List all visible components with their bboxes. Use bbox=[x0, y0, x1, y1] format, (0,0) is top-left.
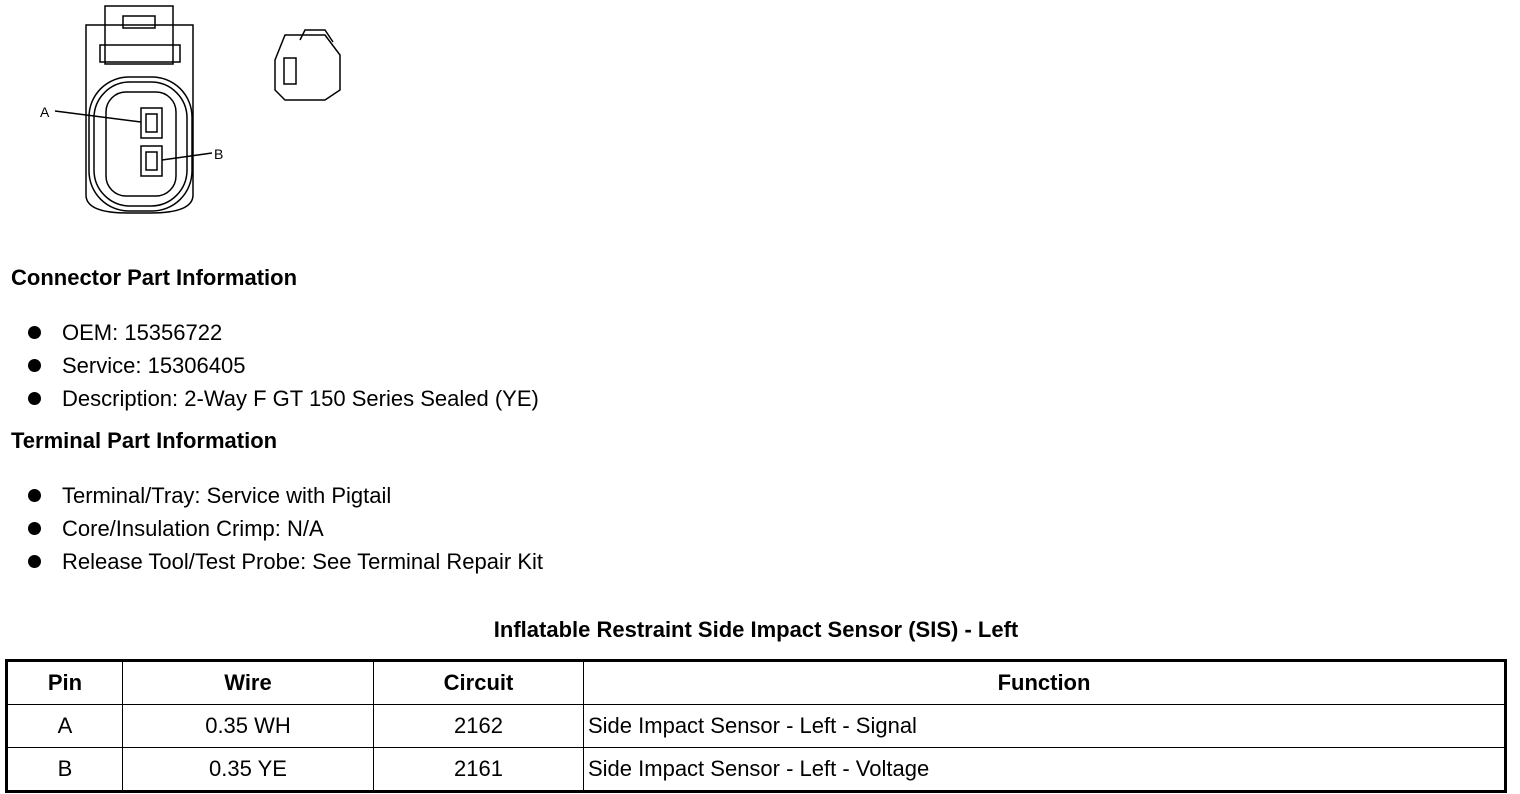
pin-b-label: B bbox=[214, 146, 223, 162]
header-pin: Pin bbox=[6, 660, 123, 705]
list-item: Core/Insulation Crimp: N/A bbox=[28, 512, 543, 545]
oem-text: OEM: 15356722 bbox=[62, 320, 223, 345]
description-text: Description: 2-Way F GT 150 Series Seale… bbox=[62, 386, 539, 411]
table-row: A 0.35 WH 2162 Side Impact Sensor - Left… bbox=[6, 704, 1506, 748]
service-text: Service: 15306405 bbox=[62, 353, 246, 378]
header-circuit: Circuit bbox=[373, 660, 584, 705]
pin-a-label: A bbox=[40, 104, 50, 120]
release-tool-text: Release Tool/Test Probe: See Terminal Re… bbox=[62, 549, 543, 574]
connector-face-diagram: A B bbox=[40, 5, 341, 214]
bullet-icon bbox=[28, 359, 41, 372]
pinout-table: Pin Wire Circuit Function A 0.35 WH 2162… bbox=[5, 659, 1507, 793]
terminal-info-heading: Terminal Part Information bbox=[11, 428, 278, 453]
crimp-text: Core/Insulation Crimp: N/A bbox=[62, 516, 324, 541]
bullet-icon bbox=[28, 522, 41, 535]
bullet-icon bbox=[28, 392, 41, 405]
cell-circuit: 2161 bbox=[373, 747, 584, 792]
cell-pin: A bbox=[6, 704, 123, 748]
list-item: Service: 15306405 bbox=[28, 349, 539, 382]
table-row: B 0.35 YE 2161 Side Impact Sensor - Left… bbox=[6, 747, 1506, 792]
bullet-icon bbox=[28, 326, 41, 339]
list-item: OEM: 15356722 bbox=[28, 316, 539, 349]
header-wire: Wire bbox=[122, 660, 374, 705]
list-item: Release Tool/Test Probe: See Terminal Re… bbox=[28, 545, 543, 578]
terminal-tray-text: Terminal/Tray: Service with Pigtail bbox=[62, 483, 392, 508]
connector-info-list: OEM: 15356722 Service: 15306405 Descript… bbox=[28, 316, 539, 415]
table-header-row: Pin Wire Circuit Function bbox=[6, 660, 1506, 705]
terminal-info-list: Terminal/Tray: Service with Pigtail Core… bbox=[28, 479, 543, 578]
cell-wire: 0.35 WH bbox=[122, 704, 374, 748]
bullet-icon bbox=[28, 555, 41, 568]
list-item: Description: 2-Way F GT 150 Series Seale… bbox=[28, 382, 539, 415]
table-caption: Inflatable Restraint Side Impact Sensor … bbox=[493, 617, 1019, 642]
cell-function: Side Impact Sensor - Left - Voltage bbox=[583, 747, 1506, 792]
list-item: Terminal/Tray: Service with Pigtail bbox=[28, 479, 543, 512]
cell-circuit: 2162 bbox=[373, 704, 584, 748]
cell-function: Side Impact Sensor - Left - Signal bbox=[583, 704, 1506, 748]
cell-wire: 0.35 YE bbox=[122, 747, 374, 792]
connector-info-heading: Connector Part Information bbox=[11, 265, 298, 290]
cell-pin: B bbox=[6, 747, 123, 792]
bullet-icon bbox=[28, 489, 41, 502]
header-function: Function bbox=[583, 660, 1506, 705]
